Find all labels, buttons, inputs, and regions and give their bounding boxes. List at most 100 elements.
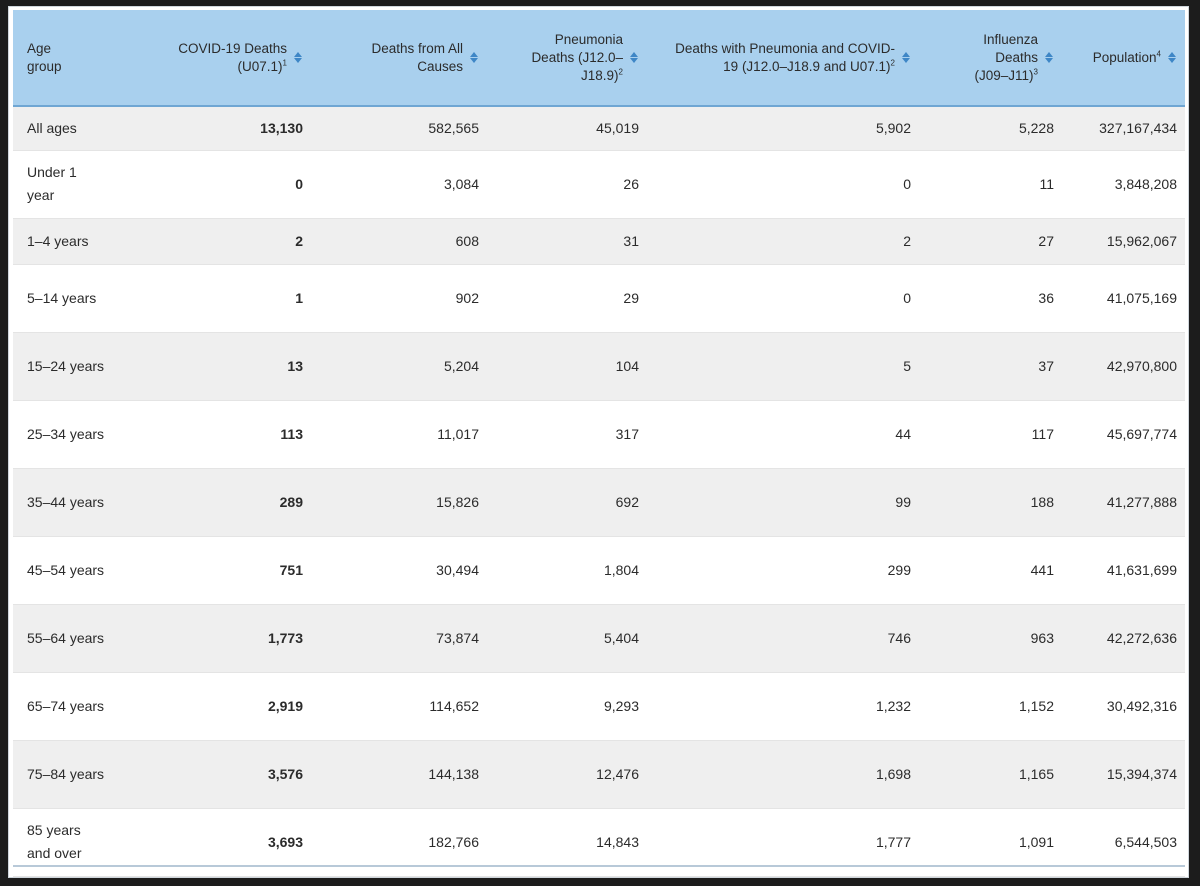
cell-population: 45,697,774 (1062, 400, 1185, 469)
cell-all-causes-deaths: 144,138 (311, 740, 487, 809)
cell-influenza-deaths: 441 (919, 536, 1062, 605)
sort-icon[interactable] (1044, 52, 1054, 63)
age-group-label: All ages (27, 119, 77, 136)
table-row: 65–74 years 2,919 114,652 9,293 1,232 1,152 30… (13, 672, 1185, 741)
data-table-panel: Age group COVID-19 Deaths (U07.1)1 Death… (8, 6, 1189, 878)
cell-covid-deaths: 289 (135, 468, 311, 537)
table-row: 75–84 years 3,576 144,138 12,476 1,698 1,165 1… (13, 740, 1185, 809)
cell-all-causes-deaths: 3,084 (311, 150, 487, 219)
cell-covid-deaths: 2,919 (135, 672, 311, 741)
cell-influenza-deaths: 27 (919, 218, 1062, 265)
cell-pneumonia-covid-deaths: 746 (647, 604, 919, 673)
cell-age-group: 25–34 years (13, 400, 135, 469)
cell-influenza-deaths: 1,165 (919, 740, 1062, 809)
cell-population: 41,631,699 (1062, 536, 1185, 605)
header-population[interactable]: Population4 (1062, 10, 1185, 107)
header-pneumonia-deaths[interactable]: Pneumonia Deaths (J12.0–J18.9)2 (487, 10, 647, 107)
cell-pneumonia-covid-deaths: 299 (647, 536, 919, 605)
cell-pneumonia-covid-deaths: 5 (647, 332, 919, 401)
table-body: All ages 13,130 582,565 45,019 5,902 5,228 327… (13, 106, 1185, 877)
cell-pneumonia-deaths: 1,804 (487, 536, 647, 605)
cell-pneumonia-deaths: 104 (487, 332, 647, 401)
cell-pneumonia-covid-deaths: 1,698 (647, 740, 919, 809)
age-group-label: 45–54 years (27, 561, 105, 578)
age-group-label: 85 years and over (27, 822, 82, 861)
sort-icon[interactable] (469, 52, 479, 63)
cell-all-causes-deaths: 902 (311, 264, 487, 333)
cell-all-causes-deaths: 5,204 (311, 332, 487, 401)
cell-age-group: Under 1 year (13, 150, 135, 219)
cell-all-causes-deaths: 15,826 (311, 468, 487, 537)
cell-population: 42,272,636 (1062, 604, 1185, 673)
cell-population: 15,962,067 (1062, 218, 1185, 265)
footnote-marker: 2 (618, 67, 623, 76)
table-row: 15–24 years 13 5,204 104 5 37 42,970,800 (13, 332, 1185, 401)
cell-covid-deaths: 2 (135, 218, 311, 265)
cell-covid-deaths: 1 (135, 264, 311, 333)
header-covid-deaths[interactable]: COVID-19 Deaths (U07.1)1 (135, 10, 311, 107)
cell-pneumonia-deaths: 9,293 (487, 672, 647, 741)
cell-pneumonia-deaths: 12,476 (487, 740, 647, 809)
cell-covid-deaths: 0 (135, 150, 311, 219)
header-influenza-deaths[interactable]: Influenza Deaths (J09–J11)3 (919, 10, 1062, 107)
header-pneumonia-covid-deaths[interactable]: Deaths with Pneumonia and COVID-19 (J12.… (647, 10, 919, 107)
table-row: 25–34 years 113 11,017 317 44 117 45,697,774 (13, 400, 1185, 469)
cell-covid-deaths: 113 (135, 400, 311, 469)
cell-population: 327,167,434 (1062, 106, 1185, 151)
sort-icon[interactable] (629, 52, 639, 63)
table-row: Under 1 year 0 3,084 26 0 11 3,848,208 (13, 150, 1185, 219)
cell-pneumonia-deaths: 26 (487, 150, 647, 219)
age-group-label: 75–84 years (27, 765, 105, 782)
cell-pneumonia-deaths: 5,404 (487, 604, 647, 673)
table-row: 35–44 years 289 15,826 692 99 188 41,277,888 (13, 468, 1185, 537)
header-label: Age group (27, 40, 62, 74)
header-label: Population (1092, 49, 1157, 65)
cell-all-causes-deaths: 11,017 (311, 400, 487, 469)
cell-population: 30,492,316 (1062, 672, 1185, 741)
table-row: 1–4 years 2 608 31 2 27 15,962,067 (13, 218, 1185, 265)
cell-age-group: 35–44 years (13, 468, 135, 537)
table-bottom-border (13, 865, 1185, 867)
cell-influenza-deaths: 36 (919, 264, 1062, 333)
cell-age-group: 75–84 years (13, 740, 135, 809)
cell-covid-deaths: 13 (135, 332, 311, 401)
cell-influenza-deaths: 5,228 (919, 106, 1062, 151)
age-group-label: 1–4 years (27, 232, 89, 249)
footnote-marker: 4 (1156, 49, 1161, 58)
covid-deaths-by-age-table: Age group COVID-19 Deaths (U07.1)1 Death… (13, 10, 1185, 877)
cell-age-group: 65–74 years (13, 672, 135, 741)
cell-age-group: 55–64 years (13, 604, 135, 673)
cell-all-causes-deaths: 608 (311, 218, 487, 265)
cell-population: 3,848,208 (1062, 150, 1185, 219)
age-group-label: 5–14 years (27, 289, 97, 306)
table-row: 55–64 years 1,773 73,874 5,404 746 963 42,272,… (13, 604, 1185, 673)
cell-influenza-deaths: 1,152 (919, 672, 1062, 741)
header-all-causes-deaths[interactable]: Deaths from All Causes (311, 10, 487, 107)
cell-population: 42,970,800 (1062, 332, 1185, 401)
cell-all-causes-deaths: 582,565 (311, 106, 487, 151)
sort-icon[interactable] (293, 52, 303, 63)
cell-population: 41,075,169 (1062, 264, 1185, 333)
cell-pneumonia-covid-deaths: 0 (647, 264, 919, 333)
age-group-label: 55–64 years (27, 629, 105, 646)
cell-influenza-deaths: 188 (919, 468, 1062, 537)
cell-age-group: 5–14 years (13, 264, 135, 333)
cell-pneumonia-deaths: 317 (487, 400, 647, 469)
age-group-label: 25–34 years (27, 425, 105, 442)
cell-pneumonia-covid-deaths: 44 (647, 400, 919, 469)
header-label: Pneumonia Deaths (J12.0–J18.9) (531, 31, 623, 83)
cell-pneumonia-deaths: 45,019 (487, 106, 647, 151)
cell-pneumonia-deaths: 692 (487, 468, 647, 537)
age-group-label: 15–24 years (27, 357, 105, 374)
cell-influenza-deaths: 117 (919, 400, 1062, 469)
cell-influenza-deaths: 11 (919, 150, 1062, 219)
header-label: COVID-19 Deaths (U07.1) (178, 40, 287, 74)
header-label: Deaths from All Causes (371, 40, 463, 74)
cell-pneumonia-covid-deaths: 2 (647, 218, 919, 265)
sort-icon[interactable] (901, 52, 911, 63)
cell-covid-deaths: 1,773 (135, 604, 311, 673)
sort-icon[interactable] (1167, 52, 1177, 63)
cell-population: 15,394,374 (1062, 740, 1185, 809)
cell-covid-deaths: 751 (135, 536, 311, 605)
cell-pneumonia-deaths: 31 (487, 218, 647, 265)
